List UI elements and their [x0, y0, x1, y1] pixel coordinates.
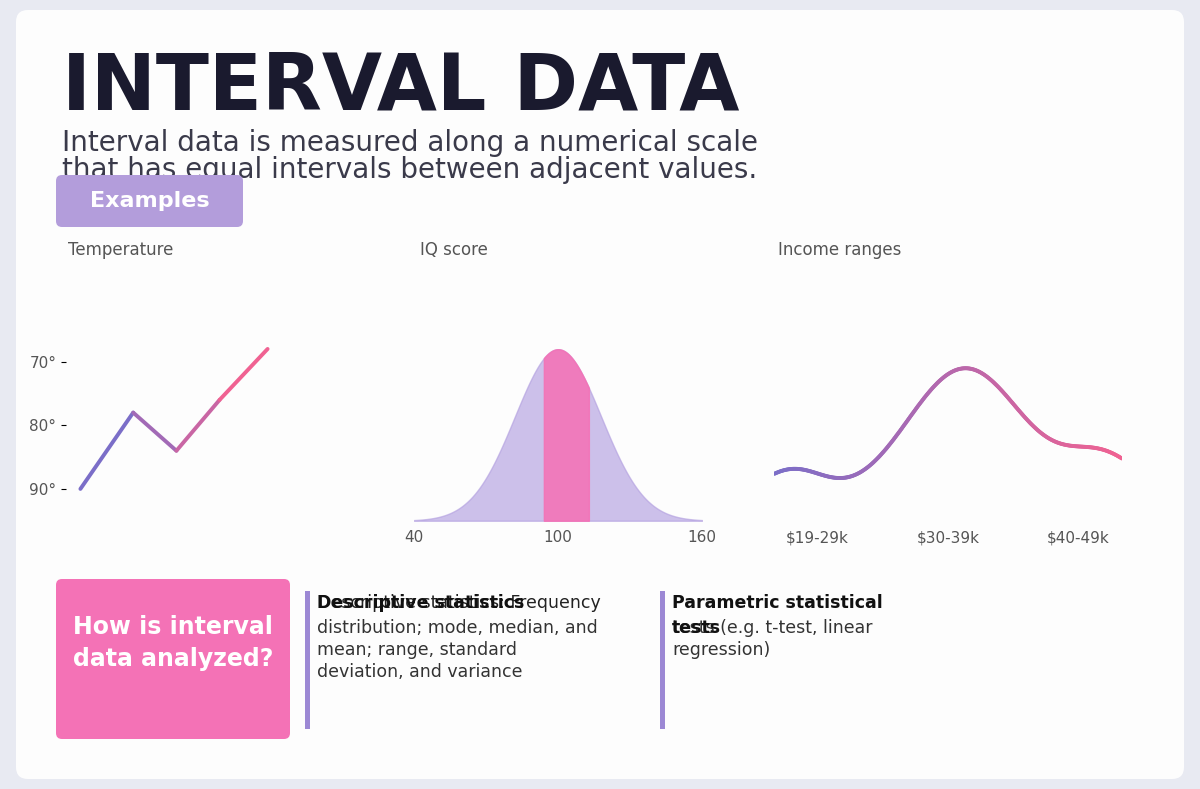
- Text: Descriptive statistics: Frequency: Descriptive statistics: Frequency: [317, 594, 601, 612]
- Text: How is interval: How is interval: [73, 615, 272, 639]
- Text: Parametric statistical: Parametric statistical: [672, 594, 883, 612]
- Bar: [305, 591, 310, 729]
- Text: that has equal intervals between adjacent values.: that has equal intervals between adjacen…: [62, 156, 757, 184]
- Text: mean; range, standard: mean; range, standard: [317, 641, 517, 659]
- Text: data analyzed?: data analyzed?: [73, 647, 274, 671]
- Text: Descriptive statistics: Descriptive statistics: [317, 594, 524, 612]
- Text: IQ score: IQ score: [420, 241, 488, 259]
- FancyBboxPatch shape: [16, 10, 1184, 779]
- Text: Interval data is measured along a numerical scale: Interval data is measured along a numeri…: [62, 129, 758, 157]
- FancyBboxPatch shape: [56, 175, 242, 227]
- Text: tests: tests: [672, 619, 721, 637]
- Bar: [660, 591, 665, 729]
- Text: Examples: Examples: [90, 191, 210, 211]
- FancyBboxPatch shape: [56, 579, 290, 739]
- Text: INTERVAL DATA: INTERVAL DATA: [62, 49, 739, 125]
- Text: Temperature: Temperature: [68, 241, 173, 259]
- Text: distribution; mode, median, and: distribution; mode, median, and: [317, 619, 598, 637]
- Text: tests (e.g. t-test, linear: tests (e.g. t-test, linear: [672, 619, 872, 637]
- Text: Income ranges: Income ranges: [778, 241, 901, 259]
- Text: regression): regression): [672, 641, 770, 659]
- Text: deviation, and variance: deviation, and variance: [317, 663, 522, 681]
